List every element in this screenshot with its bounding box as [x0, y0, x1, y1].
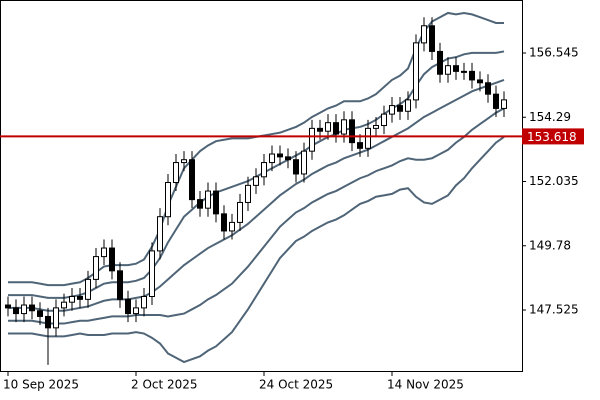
- candle-body: [357, 142, 363, 149]
- band-line: [8, 11, 504, 287]
- candle-body: [341, 119, 347, 135]
- band-line: [8, 107, 505, 325]
- candle-body: [61, 301, 67, 309]
- candle-body: [501, 99, 507, 109]
- candle-body: [165, 182, 171, 218]
- candle-body: [213, 190, 219, 215]
- candle-body: [157, 216, 163, 252]
- candle-body: [477, 79, 483, 84]
- candle-body: [293, 159, 299, 175]
- candle-body: [437, 50, 443, 75]
- plot-frame: [0, 0, 523, 372]
- candle-body: [149, 250, 155, 297]
- candle-body: [309, 127, 315, 152]
- price-label: 153.618: [527, 130, 577, 144]
- candle-body: [349, 119, 355, 144]
- candle-body: [261, 162, 267, 178]
- candle-body: [397, 105, 403, 112]
- x-tick-label: 14 Nov 2025: [387, 378, 464, 392]
- candle-body: [269, 153, 275, 164]
- y-tick-label: 156.545: [529, 46, 579, 60]
- candle-body: [317, 127, 323, 132]
- candle-body: [229, 221, 235, 232]
- candle-body: [101, 247, 107, 258]
- candle-body: [109, 247, 115, 272]
- candle-body: [301, 150, 307, 175]
- candle-body: [205, 190, 211, 209]
- candle-body: [485, 82, 491, 95]
- candle-body: [381, 113, 387, 127]
- y-tick-label: 149.78: [529, 238, 571, 252]
- candle-body: [37, 310, 43, 317]
- candle-body: [69, 295, 75, 303]
- candle-body: [277, 153, 283, 158]
- candle-body: [461, 70, 467, 73]
- candle-body: [53, 307, 59, 329]
- candle-body: [93, 256, 99, 280]
- candle-body: [21, 304, 27, 315]
- candle-body: [13, 307, 19, 315]
- candle-body: [325, 122, 331, 132]
- candle-body: [285, 156, 291, 161]
- candle-body: [429, 25, 435, 52]
- price-label-box: [522, 128, 584, 145]
- x-tick-label: 2 Oct 2025: [131, 378, 198, 392]
- band-line: [8, 136, 505, 364]
- candle-body: [77, 295, 83, 300]
- x-tick-label: 24 Oct 2025: [259, 378, 333, 392]
- candle-body: [493, 93, 499, 109]
- candle-body: [253, 176, 259, 186]
- candle-body: [85, 278, 91, 300]
- candle-body: [445, 65, 451, 75]
- candle-body: [389, 105, 395, 115]
- candle-body: [245, 184, 251, 203]
- band-line: [8, 78, 505, 312]
- candle-body: [133, 307, 139, 315]
- candle-body: [197, 199, 203, 209]
- y-tick-label: 147.525: [529, 303, 579, 317]
- candle-body: [405, 99, 411, 112]
- candle-body: [141, 295, 147, 309]
- candle-body: [237, 201, 243, 223]
- candle-body: [453, 65, 459, 72]
- y-tick-label: 152.035: [529, 174, 579, 188]
- candle-body: [365, 127, 371, 149]
- x-tick-label: 10 Sep 2025: [3, 378, 79, 392]
- candle-body: [421, 25, 427, 44]
- y-tick-label: 154.29: [529, 110, 571, 124]
- candle-body: [181, 159, 187, 164]
- candle-body: [125, 298, 131, 315]
- candle-body: [469, 70, 475, 81]
- candle-body: [189, 159, 195, 201]
- candle-body: [173, 162, 179, 184]
- candle-body: [117, 270, 123, 300]
- candle-body: [45, 315, 51, 329]
- candle-body: [29, 304, 35, 312]
- candle-body: [373, 125, 379, 129]
- candle-body: [413, 42, 419, 101]
- candle-body: [221, 213, 227, 232]
- candle-body: [333, 122, 339, 135]
- candle-body: [5, 304, 11, 309]
